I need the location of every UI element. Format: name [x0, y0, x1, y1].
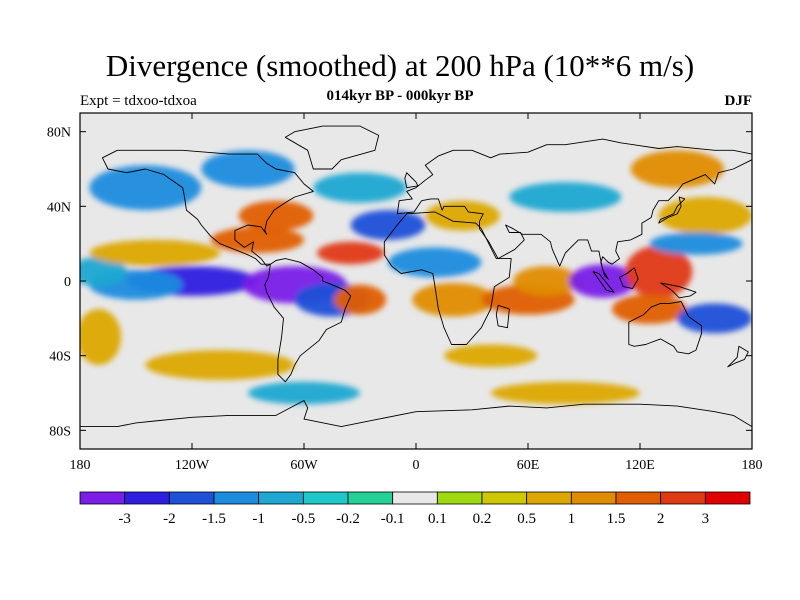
x-axis: 180 120W 60W 0 60E 120E 180	[70, 113, 763, 473]
x-tick-label-3: 0	[413, 458, 420, 473]
experiment-label: Expt = tdxoo-tdxoa	[80, 93, 197, 109]
field-blob-26	[509, 182, 622, 212]
field-blob-29	[490, 381, 640, 405]
colorbar-label-4: -0.5	[291, 511, 315, 527]
map-subtitle: 014kyr BP - 000kyr BP	[326, 88, 474, 104]
colorbar-label-1: -2	[163, 511, 176, 527]
coastline-britain	[404, 172, 419, 189]
colorbar-box-4	[258, 491, 304, 505]
coastline-australia	[628, 301, 703, 355]
colorbar-label-11: 1.5	[607, 511, 626, 527]
coastline-borneo	[619, 267, 639, 289]
field-blob-21	[625, 245, 693, 298]
colorbar-box-3	[213, 491, 260, 505]
colorbar-label-7: 0.1	[428, 511, 447, 527]
x-tick-label-2: 60W	[290, 458, 318, 473]
field-blob-25	[649, 232, 743, 255]
x-tick-label-5: 120E	[625, 458, 655, 473]
colorbar-label-6: -0.1	[381, 511, 405, 527]
field-blob-16	[388, 247, 482, 278]
colorbar-label-8: 0.2	[473, 511, 492, 527]
field-blob-14	[350, 210, 426, 240]
field-blob-11	[89, 165, 202, 211]
colorbar-label-13: 3	[702, 511, 710, 527]
colorbar: -3 -2 -1.5 -1 -0.5 -0.2 -0.1 0.1 0.2 0.5 1 1.5 2 3	[79, 491, 751, 527]
colorbar-box-14	[704, 491, 751, 505]
field-blob-23	[677, 303, 752, 334]
colorbar-label-12: 2	[657, 511, 665, 527]
colorbar-box-9	[481, 491, 528, 505]
y-axis: 80N 40N 0 40S 80S	[47, 126, 752, 439]
season-label: DJF	[724, 93, 753, 109]
y-tick-label-0: 80N	[47, 126, 71, 141]
colorbar-box-7	[392, 491, 438, 505]
coastline-africa	[383, 211, 512, 345]
field-blob-15	[425, 200, 500, 231]
field-blob-19	[513, 266, 581, 296]
colorbar-box-2	[168, 491, 215, 505]
coastline-greenland	[284, 125, 380, 170]
colorbar-box-13	[660, 491, 706, 505]
colorbar-box-5	[302, 491, 349, 505]
map-area	[80, 113, 752, 449]
page-title: Divergence (smoothed) at 200 hPa (10**6 …	[105, 48, 695, 83]
field-blob-24	[658, 197, 752, 235]
coastline-japan	[658, 196, 686, 224]
field-blob-31	[444, 344, 538, 367]
field-blob-4	[80, 256, 127, 287]
field-blob-28	[248, 381, 360, 405]
y-tick-label-4: 80S	[49, 424, 71, 439]
field-blob-6	[210, 226, 304, 253]
coastline-new-zealand	[727, 345, 749, 368]
field-blob-5	[89, 239, 220, 267]
coastline-sumatra	[592, 271, 615, 293]
x-tick-label-6: 180	[742, 458, 763, 473]
colorbar-label-5: -0.2	[336, 511, 360, 527]
coastline-new-guinea	[660, 282, 697, 299]
colorbar-label-0: -3	[118, 511, 131, 527]
y-tick-label-1: 40N	[47, 200, 71, 215]
colorbar-box-1	[124, 491, 170, 505]
colorbar-box-0	[79, 491, 126, 505]
field-blob-30	[80, 309, 122, 365]
y-tick-label-2: 0	[64, 275, 71, 290]
coastline-antarctica	[80, 400, 752, 428]
colorbar-label-10: 1	[568, 511, 576, 527]
field-blob-8	[238, 200, 314, 231]
x-tick-label-0: 180	[70, 458, 91, 473]
coastline-south-america	[264, 258, 352, 383]
x-tick-label-4: 60E	[517, 458, 540, 473]
coastline-madagascar	[495, 304, 510, 329]
colorbar-label-9: 0.5	[517, 511, 536, 527]
field-blob-20	[569, 264, 637, 298]
colorbar-box-12	[615, 491, 662, 505]
colorbar-label-2: -1.5	[202, 511, 226, 527]
y-tick-label-3: 40S	[49, 350, 71, 365]
field-blob-12	[201, 150, 295, 188]
colorbar-label-3: -1	[252, 511, 265, 527]
field-blob-7	[317, 241, 385, 265]
colorbar-box-8	[436, 491, 483, 505]
coastline-eurasia	[396, 138, 752, 280]
coastlines	[80, 125, 752, 428]
field-blob-17	[412, 282, 495, 317]
field-blob-27	[630, 150, 724, 188]
coastline-north-america	[101, 149, 314, 267]
field-blob-13	[313, 172, 407, 203]
x-tick-label-1: 120W	[175, 458, 210, 473]
field-blob-10	[145, 350, 295, 380]
colorbar-box-10	[526, 491, 572, 505]
colorbar-box-6	[347, 491, 394, 505]
colorbar-box-11	[570, 491, 617, 505]
